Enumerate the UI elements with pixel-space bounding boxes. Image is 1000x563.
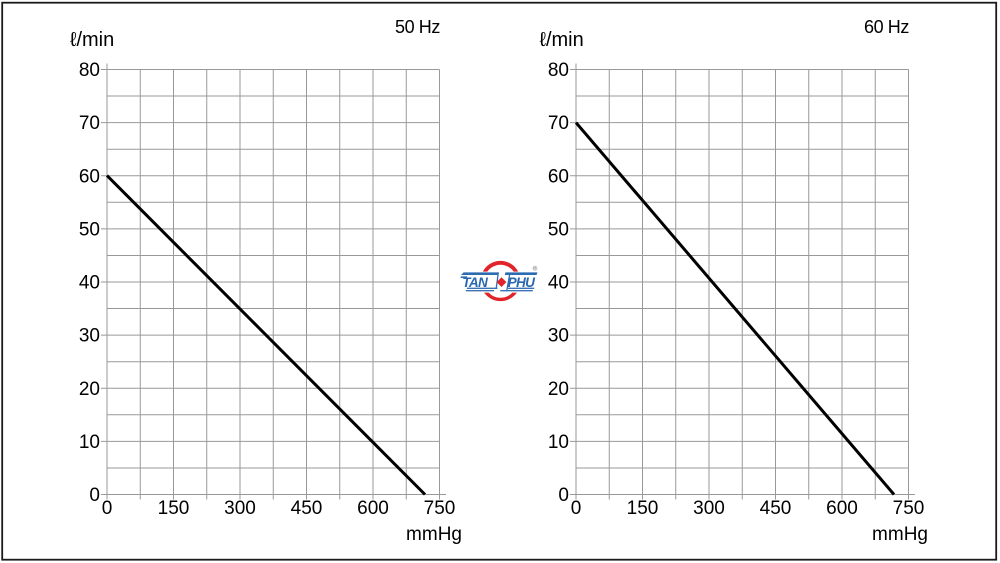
- svg-text:mmHg: mmHg: [872, 524, 928, 545]
- svg-text:150: 150: [158, 498, 190, 519]
- svg-text:300: 300: [224, 498, 256, 519]
- svg-text:450: 450: [291, 498, 323, 519]
- svg-text:50: 50: [79, 219, 100, 240]
- svg-text:60 Hz: 60 Hz: [864, 17, 909, 37]
- svg-text:750: 750: [893, 498, 925, 519]
- svg-text:50: 50: [548, 219, 569, 240]
- svg-text:600: 600: [826, 498, 858, 519]
- svg-text:450: 450: [760, 498, 792, 519]
- svg-text:TAN: TAN: [462, 275, 489, 290]
- svg-text:80: 80: [548, 60, 569, 81]
- svg-text:ℓ/min: ℓ/min: [540, 29, 584, 51]
- svg-text:40: 40: [79, 273, 100, 294]
- svg-text:PHU: PHU: [508, 275, 536, 290]
- svg-text:80: 80: [79, 60, 100, 81]
- svg-text:20: 20: [79, 379, 100, 400]
- svg-text:0: 0: [571, 498, 582, 519]
- svg-text:50 Hz: 50 Hz: [395, 17, 440, 37]
- svg-text:40: 40: [548, 273, 569, 294]
- svg-text:300: 300: [693, 498, 725, 519]
- svg-text:600: 600: [357, 498, 389, 519]
- svg-text:10: 10: [79, 432, 100, 453]
- svg-text:60: 60: [79, 166, 100, 187]
- svg-text:70: 70: [548, 113, 569, 134]
- svg-text:30: 30: [548, 326, 569, 347]
- svg-text:150: 150: [627, 498, 659, 519]
- svg-text:0: 0: [89, 485, 100, 506]
- svg-text:60: 60: [548, 166, 569, 187]
- svg-text:ℓ/min: ℓ/min: [70, 29, 114, 51]
- svg-text:0: 0: [558, 485, 569, 506]
- svg-text:750: 750: [424, 498, 456, 519]
- svg-text:20: 20: [548, 379, 569, 400]
- svg-text:10: 10: [548, 432, 569, 453]
- svg-text:30: 30: [79, 326, 100, 347]
- svg-text:70: 70: [79, 113, 100, 134]
- svg-text:mmHg: mmHg: [406, 524, 462, 545]
- svg-text:R: R: [534, 266, 537, 271]
- svg-text:0: 0: [102, 498, 113, 519]
